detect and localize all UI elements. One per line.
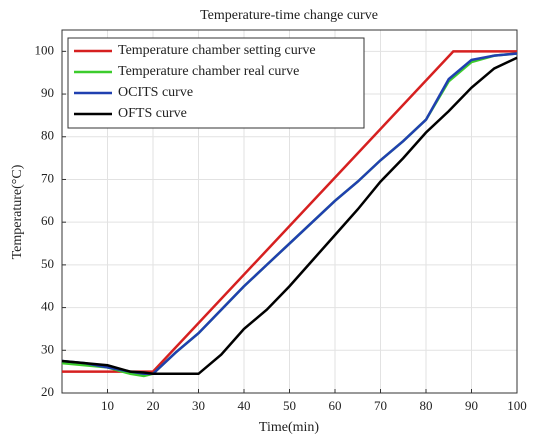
x-axis-label: Time(min)	[259, 420, 319, 435]
x-tick-label: 10	[101, 398, 114, 413]
y-tick-label: 30	[41, 341, 54, 356]
legend-label: OCITS curve	[118, 85, 193, 100]
y-axis-label: Temperature(°C)	[10, 164, 25, 259]
series-line	[61, 56, 518, 376]
legend-label: OFTS curve	[118, 106, 187, 121]
legend-box	[67, 37, 365, 129]
y-tick-label: 40	[41, 299, 54, 314]
y-tick-label: 70	[41, 170, 54, 185]
y-tick-label: 60	[41, 213, 54, 228]
plot-frame	[61, 29, 518, 394]
x-tick-label: 70	[374, 398, 387, 413]
x-tick-label: 100	[507, 398, 527, 413]
y-tick-label: 100	[35, 42, 55, 57]
x-tick-label: 80	[420, 398, 433, 413]
x-tick-label: 90	[465, 398, 478, 413]
x-tick-label: 30	[192, 398, 205, 413]
y-tick-label: 80	[41, 128, 54, 143]
y-tick-label: 20	[41, 384, 54, 399]
chart-title: Temperature-time change curve	[200, 8, 378, 23]
x-tick-label: 50	[283, 398, 296, 413]
x-tick-label: 40	[238, 398, 251, 413]
x-tick-label: 60	[329, 398, 342, 413]
x-tick-label: 20	[147, 398, 160, 413]
legend-label: Temperature chamber real curve	[118, 64, 299, 79]
y-tick-label: 50	[41, 256, 54, 271]
legend-label: Temperature chamber setting curve	[118, 43, 316, 58]
series-line	[62, 50, 517, 373]
y-tick-label: 90	[41, 85, 54, 100]
